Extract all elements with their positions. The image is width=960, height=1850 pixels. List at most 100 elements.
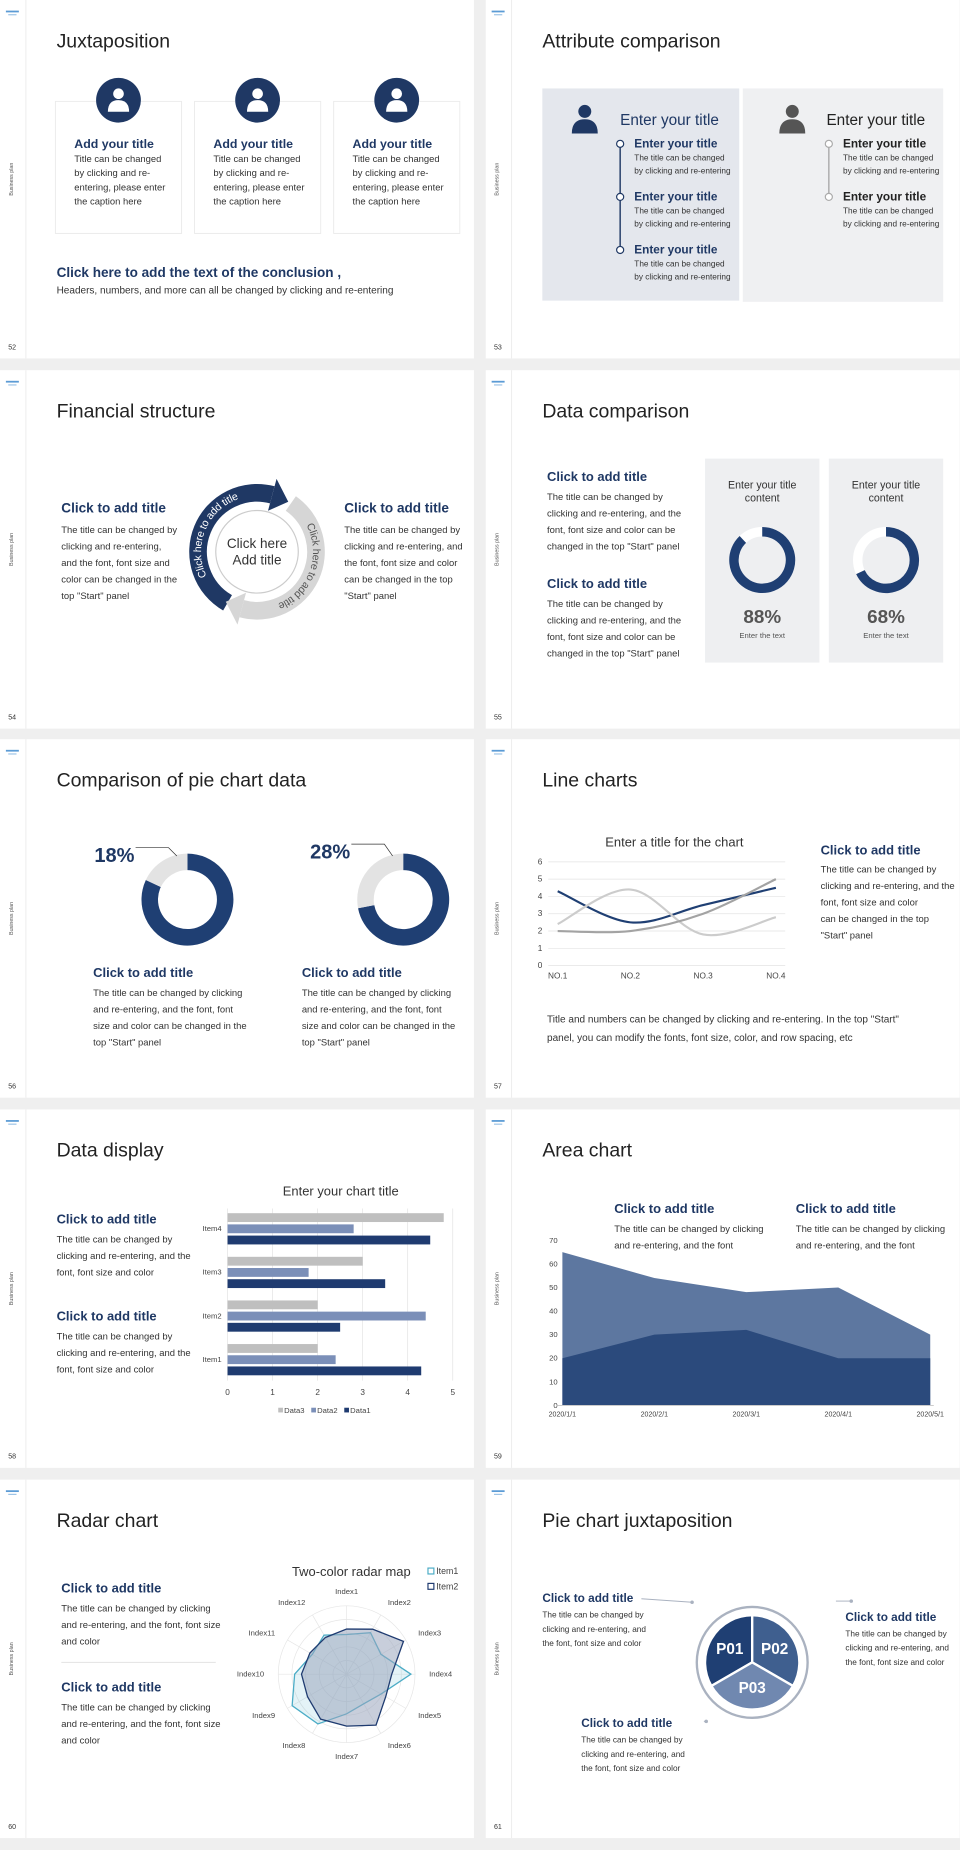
legend-label: Item1 (436, 1566, 458, 1576)
outer-ring (695, 1605, 809, 1719)
logo (494, 1493, 503, 1495)
side-label: Business plan (495, 902, 501, 935)
bar (227, 1311, 426, 1321)
block-text: font, font size and color (57, 1363, 154, 1374)
y-tick-label: 3 (538, 909, 543, 918)
card-title: content (869, 493, 904, 505)
y-tick-label: 40 (549, 1307, 558, 1316)
block-text: and re-entering, and the font, font (93, 1004, 233, 1015)
block-text: by clicking and re-entering (843, 220, 940, 229)
logo (491, 10, 505, 13)
chart-title: Two-color radar map (292, 1564, 411, 1579)
block-text: by clicking and re- (213, 167, 289, 178)
block-title: Click to add title (61, 1581, 161, 1596)
block-title: Enter your title (634, 243, 718, 256)
block-text: "Start" panel (344, 590, 396, 601)
block-title: Enter your title (634, 137, 718, 150)
bar (227, 1224, 354, 1234)
y-tick-label: 4 (538, 892, 543, 901)
block-text: The title can be changed (634, 207, 725, 216)
block-text: The title can be changed by (542, 1611, 644, 1620)
timeline-dot (824, 192, 833, 202)
center-circle (215, 509, 299, 594)
slide-number: 56 (8, 1084, 16, 1091)
logo (5, 749, 19, 752)
legend-label: Item2 (436, 1581, 458, 1591)
block-text: top "Start" panel (302, 1037, 370, 1048)
block-text: font, font size and color can be (547, 631, 675, 642)
y-tick-label: 10 (549, 1377, 558, 1386)
bar (227, 1366, 422, 1376)
legend-label: Data2 (317, 1406, 337, 1415)
slide-title: Data comparison (542, 400, 689, 422)
block-text: "Start" panel (821, 929, 873, 940)
block-text: and re-entering, and the font, font size (61, 1718, 220, 1729)
block-title: Click to add title (845, 1611, 936, 1624)
x-tick-label: NO.1 (548, 972, 568, 981)
block-text: top "Start" panel (61, 590, 129, 601)
ring-arc (239, 496, 325, 620)
bar (227, 1279, 386, 1289)
donut-rest (141, 853, 234, 946)
legend-swatch (311, 1407, 316, 1413)
ring-arrow (225, 592, 247, 625)
block-text: font, font size and color (57, 1267, 154, 1278)
block-text: Title can be changed (74, 153, 161, 164)
slide: Business plan 55 Data comparison Click to a… (485, 370, 960, 729)
logo (491, 380, 505, 383)
timeline-dot (616, 192, 625, 202)
connector (641, 1598, 693, 1603)
logo (8, 1123, 17, 1125)
bar (227, 1256, 363, 1266)
logo (5, 10, 19, 13)
block-text: clicking and re-entering, and the (821, 880, 955, 891)
block-title: Enter your title (634, 190, 718, 203)
block-text: The title can be changed by (581, 1736, 683, 1745)
ring-arrow (268, 478, 289, 511)
block-text: The title can be changed by (344, 524, 460, 535)
block-text: clicking and re-entering, and the (57, 1250, 191, 1261)
x-tick-label: 2020/3/1 (733, 1411, 761, 1418)
block-text: The title can be changed by (845, 1630, 947, 1639)
block-text: size and color can be changed in the (93, 1020, 246, 1031)
slide-number: 52 (8, 344, 16, 351)
block-text: the caption here (353, 196, 421, 207)
block-title: Add your title (353, 137, 433, 151)
card-title: Enter your title (728, 480, 797, 492)
block-text: size and color can be changed in the (302, 1020, 455, 1031)
logo (8, 753, 17, 755)
x-tick-label: 3 (360, 1388, 365, 1397)
legend-swatch (344, 1407, 349, 1413)
block-text: clicking and re-entering, and the (57, 1347, 191, 1358)
y-tick-label: 0 (538, 961, 543, 970)
panel-heading: Enter your title (826, 112, 925, 129)
y-tick-label: 6 (538, 857, 543, 866)
block-text: by clicking and re-entering (634, 220, 731, 229)
pie-segment (709, 1661, 795, 1711)
block-title: Enter your title (843, 190, 927, 203)
block-text: and color (61, 1636, 100, 1647)
donut-arc (856, 527, 919, 593)
radar-label: Index5 (418, 1711, 441, 1720)
legend-swatch (427, 1582, 435, 1590)
x-tick-label: 2020/2/1 (641, 1411, 669, 1418)
block-text: the font, font size and color (344, 557, 457, 568)
slide-number: 59 (494, 1454, 502, 1461)
block-text: the caption here (74, 196, 142, 207)
block-title: Click to add title (302, 965, 402, 980)
slide: Business plan 56 Comparison of pie chart d… (0, 739, 474, 1098)
chart-title: Enter a title for the chart (605, 834, 744, 849)
block-text: The title can be changed by (57, 1330, 173, 1341)
radar-label: Index2 (388, 1598, 411, 1607)
person-icon-body (571, 119, 598, 134)
x-tick-label: NO.2 (621, 972, 641, 981)
block-text: The title can be changed (634, 260, 725, 269)
block-text: The title can be changed by clicking (93, 987, 242, 998)
block-title: Click to add title (93, 965, 193, 980)
radar-label: Index12 (278, 1598, 305, 1607)
radar-label: Index6 (388, 1741, 411, 1750)
radar-label: Index10 (237, 1670, 264, 1679)
slide: Business plan 54 Financial structure Click … (0, 370, 474, 729)
line-series (557, 888, 777, 937)
side-label: Business plan (495, 533, 501, 566)
